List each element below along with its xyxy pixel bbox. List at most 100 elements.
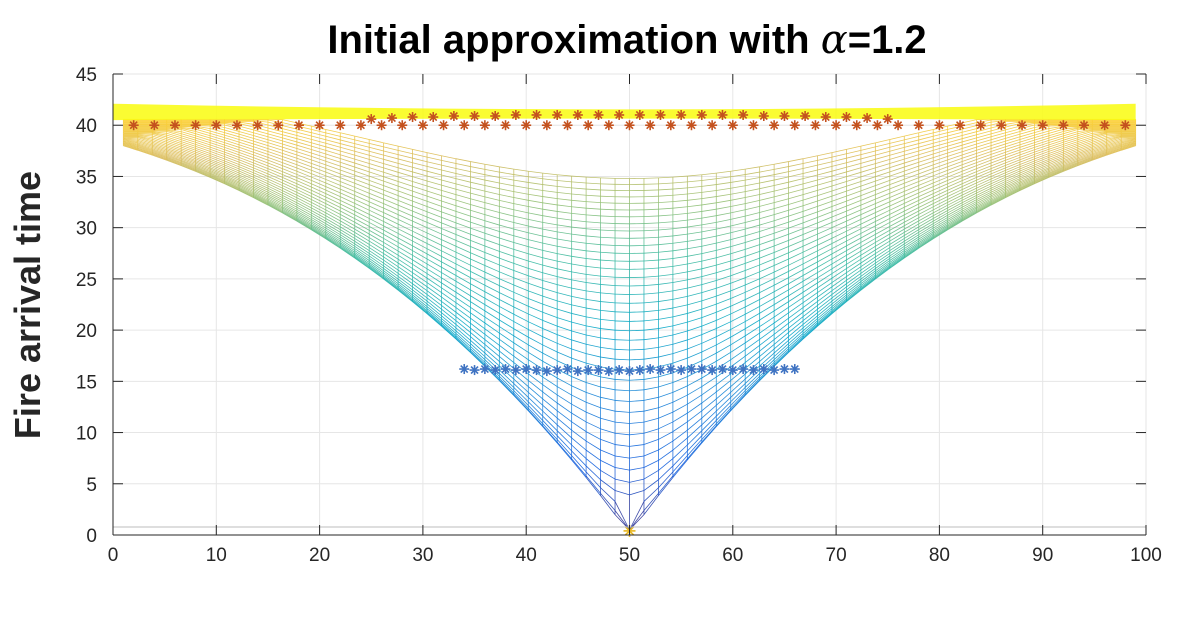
mesh-segment bbox=[209, 158, 225, 166]
mesh-segment bbox=[383, 158, 399, 164]
mesh-segment bbox=[701, 184, 717, 187]
mesh-segment bbox=[773, 295, 789, 305]
mesh-segment bbox=[1005, 187, 1021, 196]
mesh-segment bbox=[918, 164, 934, 171]
mesh-segment bbox=[846, 286, 862, 299]
mesh-segment bbox=[976, 136, 992, 142]
mesh-segment bbox=[961, 177, 977, 185]
mesh-segment bbox=[658, 475, 674, 494]
mesh-segment bbox=[1077, 153, 1093, 160]
mesh-segment bbox=[441, 282, 457, 293]
mesh-segment bbox=[1048, 168, 1064, 176]
mesh-segment bbox=[455, 333, 471, 347]
mesh-segment bbox=[238, 174, 254, 182]
mesh-segment bbox=[470, 233, 486, 240]
mesh-segment bbox=[166, 158, 182, 165]
mesh-segment bbox=[904, 231, 919, 242]
mesh-segment bbox=[1063, 133, 1078, 139]
mesh-segment bbox=[1106, 149, 1122, 156]
mesh-segment bbox=[817, 195, 833, 202]
mesh-segment bbox=[557, 292, 572, 297]
mesh-segment bbox=[904, 220, 919, 230]
mesh-segment bbox=[918, 186, 934, 194]
mesh-segment bbox=[658, 458, 674, 471]
mesh-segment bbox=[875, 258, 891, 269]
mesh-segment bbox=[687, 334, 702, 341]
mesh-segment bbox=[267, 165, 283, 172]
mesh-segment bbox=[759, 344, 775, 357]
mesh-segment bbox=[224, 181, 240, 190]
mesh-segment bbox=[933, 207, 948, 217]
mesh-segment bbox=[397, 288, 413, 301]
mesh-segment bbox=[137, 141, 153, 147]
mesh-segment bbox=[860, 278, 876, 290]
mesh-segment bbox=[527, 409, 544, 426]
mesh-segment bbox=[368, 226, 384, 235]
mesh-segment bbox=[672, 175, 688, 178]
mesh-segment bbox=[1005, 170, 1021, 178]
mesh-segment bbox=[354, 214, 370, 223]
mesh-segment bbox=[1048, 139, 1064, 146]
mesh-segment bbox=[875, 142, 890, 148]
mesh-segment bbox=[1005, 185, 1021, 194]
mesh-segment bbox=[875, 158, 890, 164]
mesh-segment bbox=[499, 285, 514, 293]
mesh-segment bbox=[253, 193, 269, 202]
mesh-segment bbox=[788, 338, 804, 353]
mesh-segment bbox=[195, 145, 211, 152]
mesh-segment bbox=[846, 199, 862, 207]
mesh-segment bbox=[441, 244, 457, 253]
mesh-segment bbox=[325, 193, 341, 201]
mesh-segment bbox=[571, 459, 587, 478]
mesh-segment bbox=[629, 444, 645, 447]
mesh-segment bbox=[672, 394, 688, 403]
mesh-segment bbox=[528, 329, 543, 338]
mesh-segment bbox=[1063, 165, 1078, 172]
mesh-segment bbox=[730, 390, 746, 406]
mesh-segment bbox=[253, 169, 269, 177]
mesh-segment bbox=[585, 382, 601, 388]
mesh-segment bbox=[238, 172, 254, 180]
mesh-segment bbox=[701, 242, 717, 247]
mesh-segment bbox=[571, 255, 587, 259]
mesh-segment bbox=[701, 415, 717, 431]
mesh-segment bbox=[325, 132, 341, 137]
mesh-segment bbox=[556, 386, 572, 396]
mesh-segment bbox=[426, 294, 442, 306]
mesh-segment bbox=[860, 259, 876, 271]
mesh-segment bbox=[1019, 154, 1035, 161]
mesh-segment bbox=[759, 297, 775, 307]
mesh-segment bbox=[1063, 146, 1078, 153]
mesh-segment bbox=[368, 244, 384, 254]
mesh-segment bbox=[745, 285, 760, 293]
mesh-segment bbox=[282, 210, 298, 219]
mesh-segment bbox=[846, 176, 862, 182]
mesh-segment bbox=[904, 184, 919, 192]
mesh-segment bbox=[1077, 136, 1093, 142]
mesh-segment bbox=[860, 163, 876, 169]
mesh-segment bbox=[470, 176, 485, 181]
mesh-segment bbox=[817, 190, 833, 197]
mesh-segment bbox=[846, 289, 862, 302]
mesh-segment bbox=[615, 379, 630, 381]
mesh-segment bbox=[990, 183, 1006, 191]
mesh-segment bbox=[918, 238, 934, 249]
mesh-segment bbox=[195, 143, 211, 150]
mesh-segment bbox=[802, 266, 818, 276]
mesh-segment bbox=[398, 145, 413, 150]
mesh-segment bbox=[224, 147, 240, 153]
mesh-segment bbox=[354, 221, 370, 231]
mesh-segment bbox=[499, 356, 515, 369]
mesh-segment bbox=[1106, 134, 1122, 139]
mesh-segment bbox=[557, 204, 572, 208]
mesh-segment bbox=[325, 153, 341, 159]
mesh-segment bbox=[1092, 148, 1107, 155]
mesh-segment bbox=[383, 180, 399, 187]
mesh-segment bbox=[730, 209, 746, 214]
mesh-segment bbox=[788, 330, 804, 344]
mesh-segment bbox=[282, 194, 298, 204]
mesh-segment bbox=[889, 221, 905, 231]
mesh-segment bbox=[730, 222, 746, 227]
mesh-segment bbox=[455, 275, 471, 285]
mesh-segment bbox=[209, 135, 225, 141]
